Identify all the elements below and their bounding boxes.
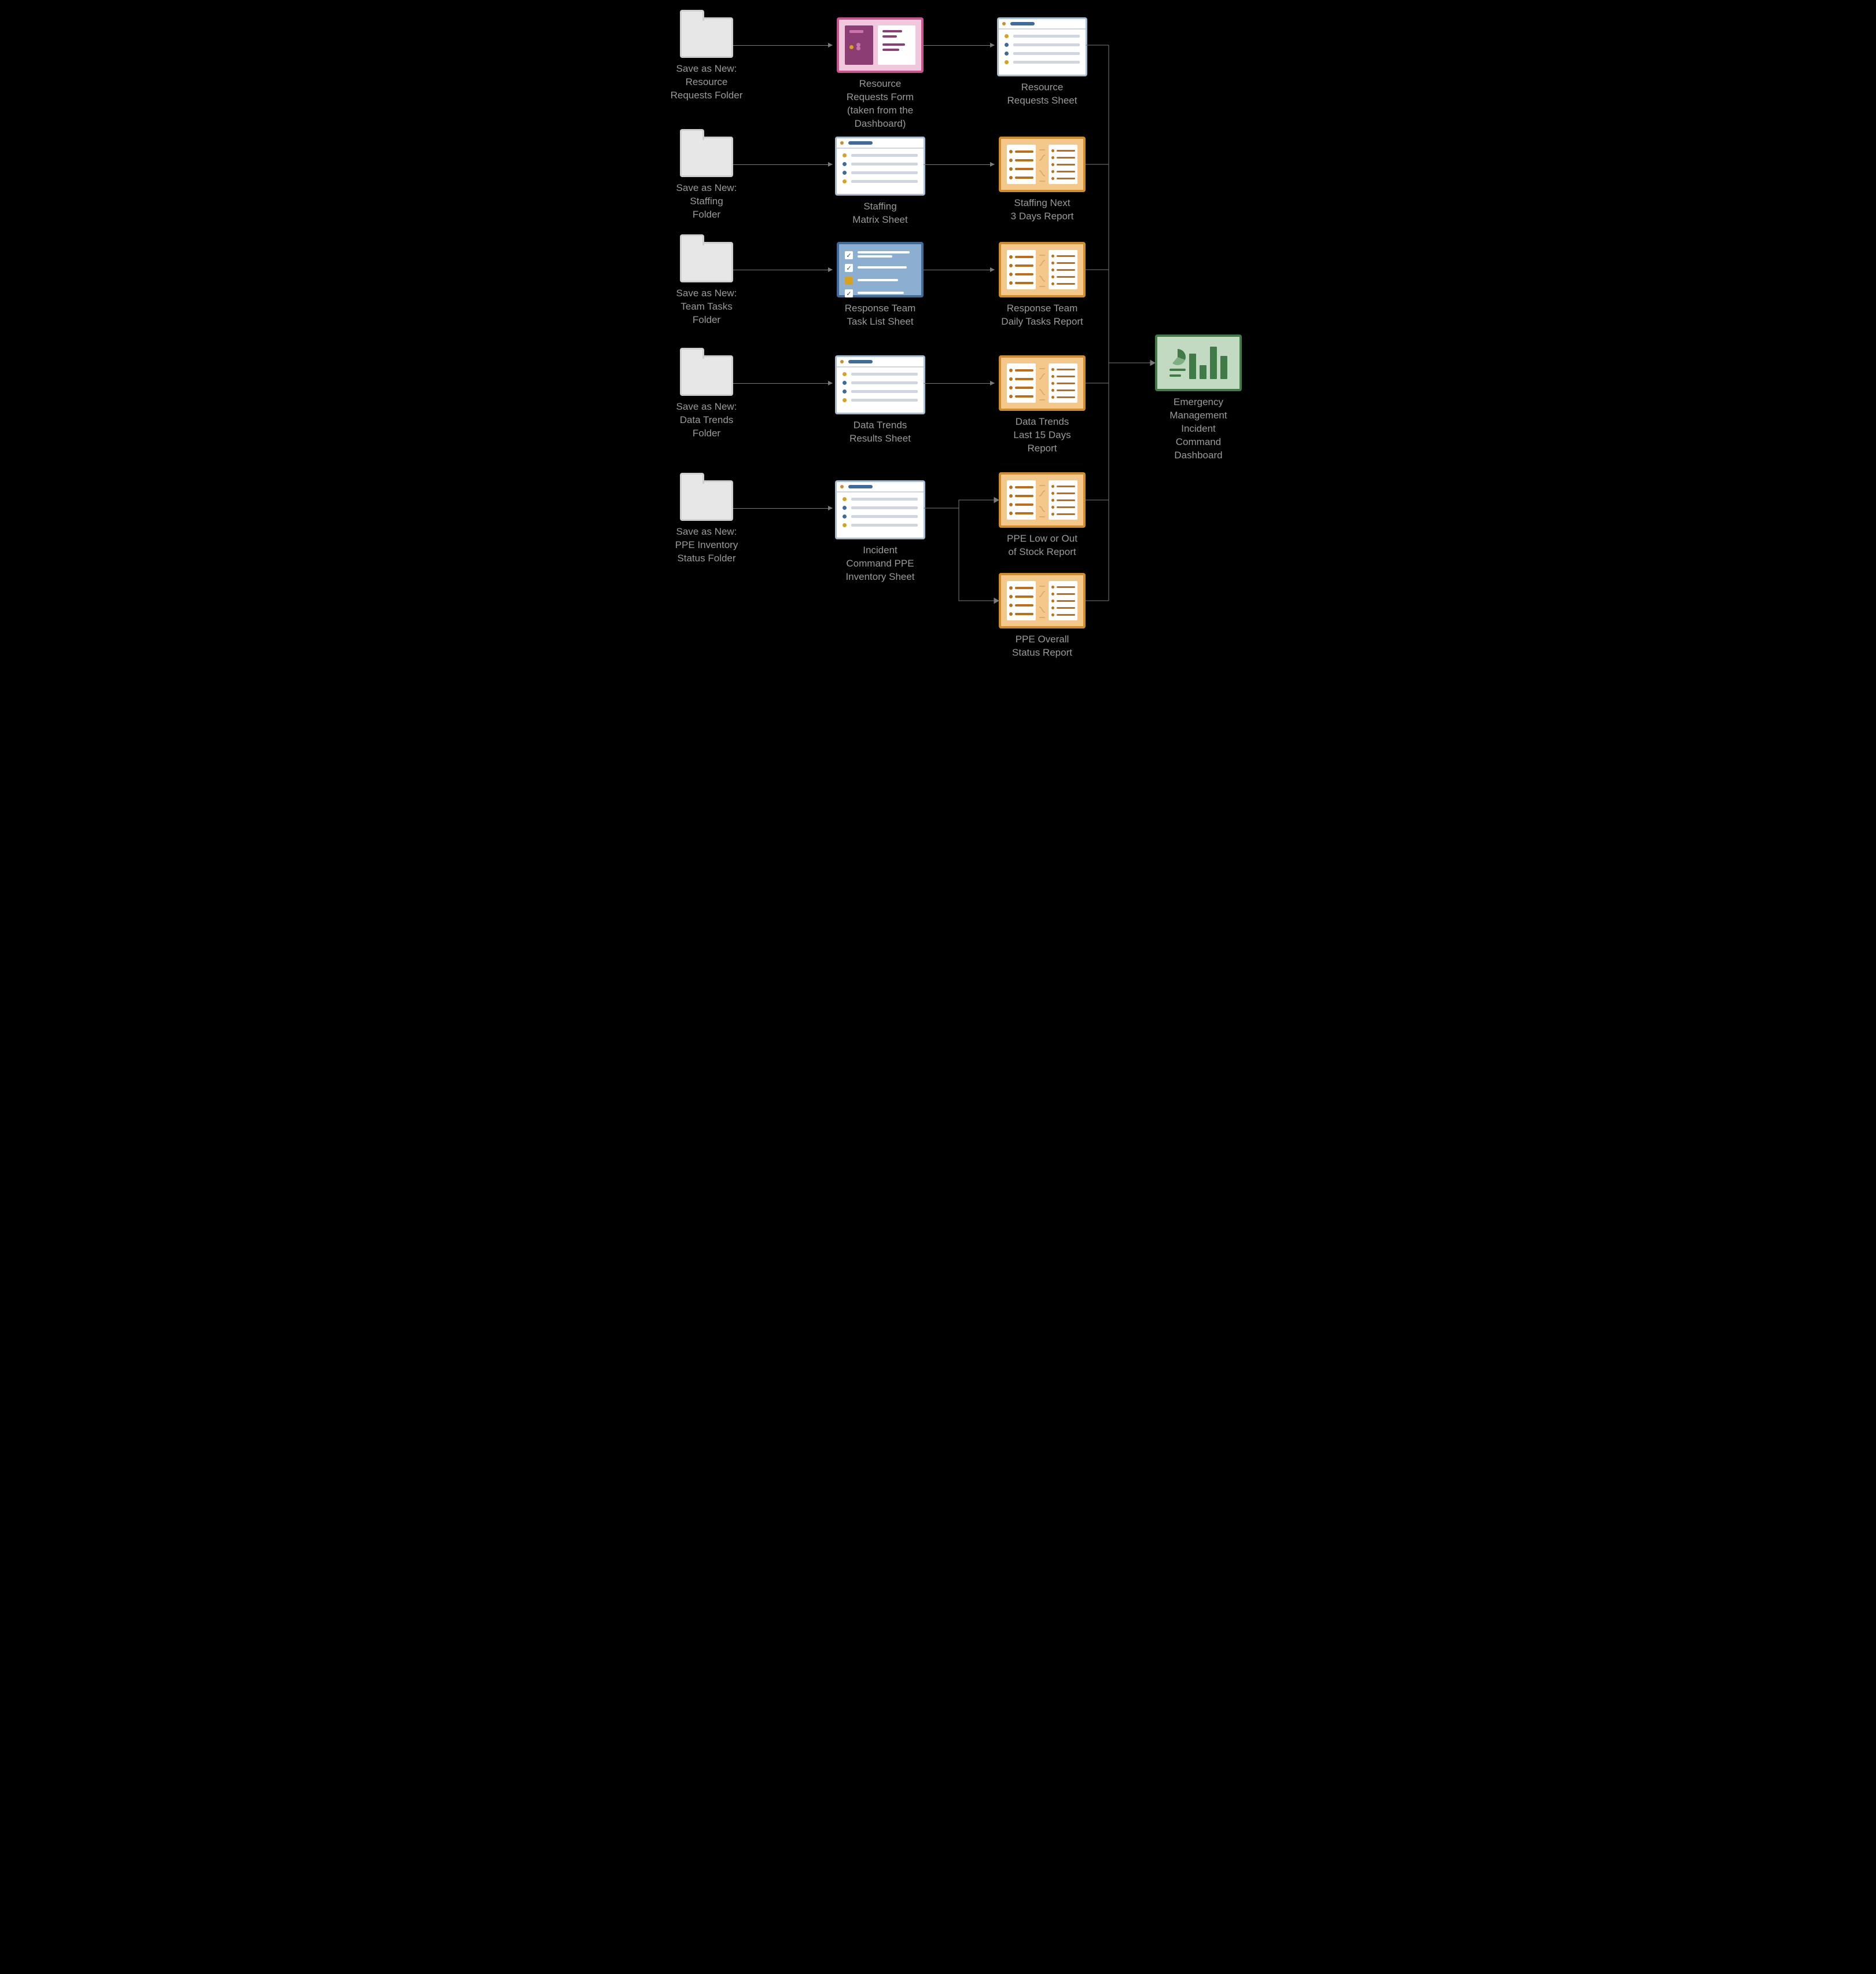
bus-connector (626, 0, 1250, 657)
diagram-stage: Save as New:ResourceRequests Folder Save… (626, 0, 1250, 657)
